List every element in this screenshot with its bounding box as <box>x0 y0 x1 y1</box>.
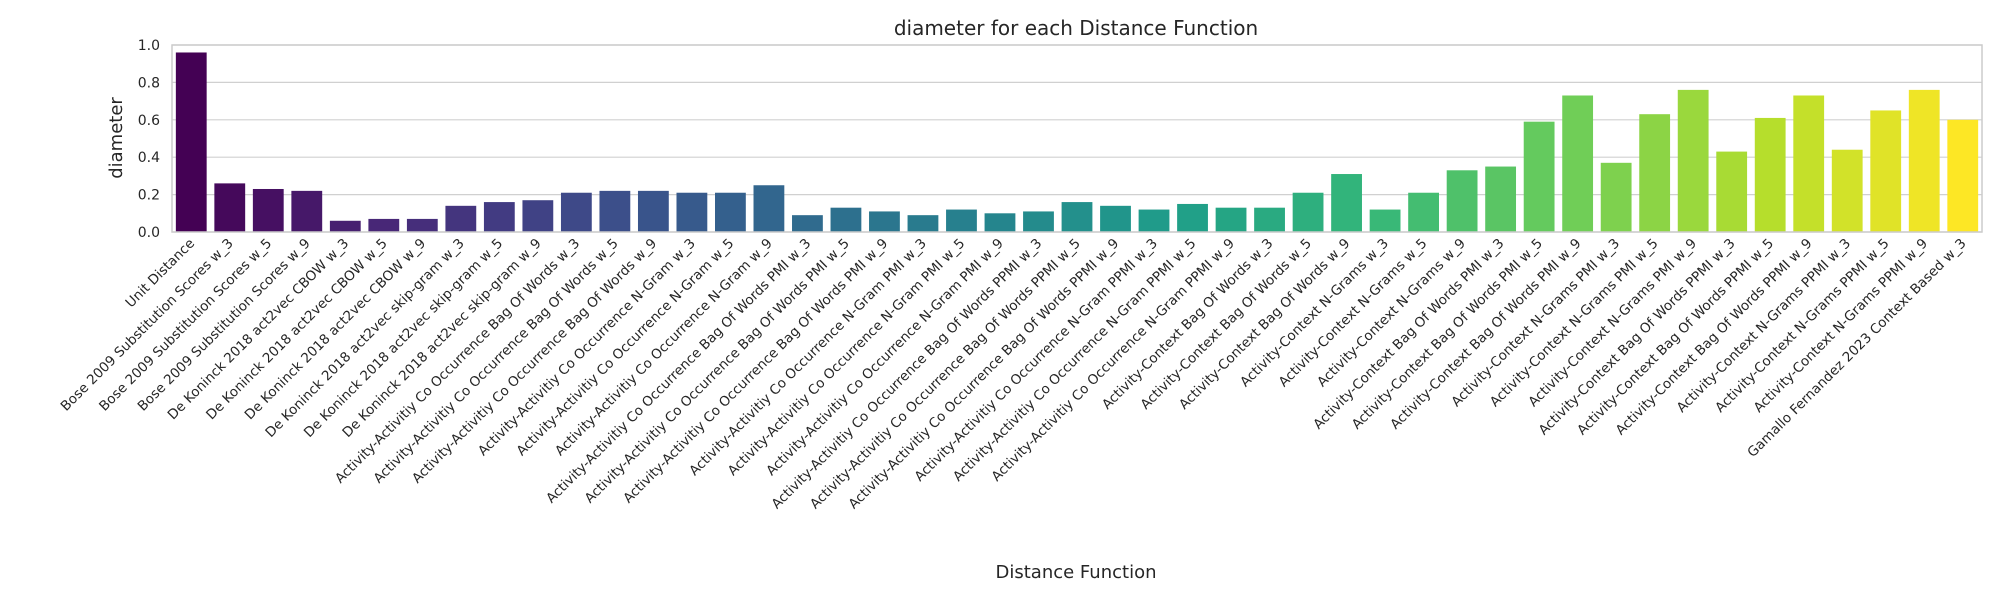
y-tick-label: 0.0 <box>138 225 160 241</box>
bar <box>1331 174 1362 232</box>
bar <box>637 190 669 232</box>
bar <box>1908 89 1940 232</box>
bar <box>1215 207 1247 232</box>
bar <box>522 200 554 232</box>
bar <box>946 209 977 232</box>
bar <box>1254 207 1285 232</box>
bar <box>1408 192 1439 232</box>
bar <box>676 192 708 232</box>
bar <box>1793 95 1825 233</box>
bar <box>1100 205 1131 232</box>
bar <box>1947 119 1979 232</box>
bar <box>1485 166 1517 232</box>
bar <box>1754 117 1786 232</box>
y-tick-label: 0.8 <box>138 75 160 91</box>
y-axis-ticks: 0.0 0.2 0.4 0.6 0.8 1.0 <box>138 38 160 241</box>
bar <box>1639 114 1671 232</box>
bar <box>560 192 592 232</box>
bar <box>1292 192 1324 232</box>
bar <box>830 207 862 232</box>
chart-title: diameter for each Distance Function <box>894 16 1258 40</box>
plot-frame <box>171 44 1983 233</box>
bar <box>406 218 438 232</box>
bar <box>175 52 207 233</box>
bar <box>1523 121 1555 232</box>
x-axis-label: Distance Function <box>996 562 1157 583</box>
bar <box>1870 110 1902 232</box>
bar <box>792 215 823 232</box>
bar <box>1446 170 1478 232</box>
bar <box>1562 95 1594 233</box>
bar <box>252 188 284 232</box>
bar <box>1600 162 1632 232</box>
y-tick-label: 0.4 <box>138 150 160 166</box>
bar <box>1716 151 1748 232</box>
bar <box>715 192 746 232</box>
bar <box>1023 211 1054 232</box>
bar <box>214 183 246 232</box>
y-tick-label: 0.2 <box>138 188 160 204</box>
bar <box>599 190 631 232</box>
bar <box>291 190 323 232</box>
bar <box>368 218 400 232</box>
bar <box>907 215 939 232</box>
bar <box>984 213 1016 232</box>
y-tick-label: 1.0 <box>138 38 160 54</box>
bar <box>1369 209 1401 232</box>
bar <box>329 220 361 232</box>
bar <box>483 202 515 232</box>
bar <box>1831 149 1863 232</box>
bars <box>175 52 1979 233</box>
y-axis-label: diameter <box>106 97 127 179</box>
bar <box>869 211 900 232</box>
bar <box>753 185 785 232</box>
bar <box>1138 209 1170 232</box>
y-tick-label: 0.6 <box>138 113 160 129</box>
bar <box>1061 202 1093 232</box>
bar <box>445 205 477 232</box>
bar <box>1177 203 1208 232</box>
bar <box>1677 89 1709 232</box>
